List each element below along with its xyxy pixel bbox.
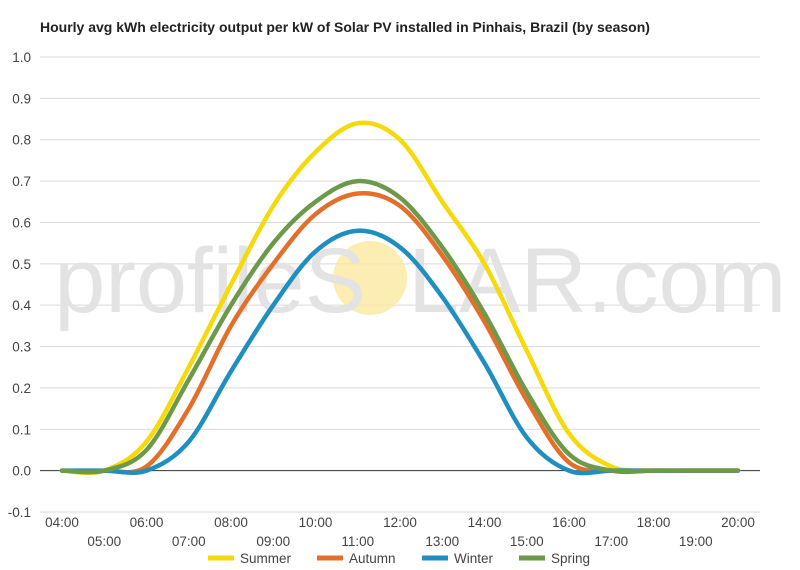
x-tick-label: 15:00 [510, 534, 544, 549]
legend-label-winter: Winter [454, 551, 494, 566]
x-tick-label: 10:00 [299, 515, 333, 530]
x-tick-label: 17:00 [594, 534, 628, 549]
watermark: profileS LAR.com [54, 230, 786, 332]
x-tick-label: 08:00 [214, 515, 248, 530]
x-tick-label: 05:00 [87, 534, 121, 549]
legend: Summer Autumn Winter Spring [208, 551, 590, 566]
y-tick-label: 0.4 [12, 298, 31, 313]
legend-label-spring: Spring [551, 551, 590, 566]
y-tick-label: 0.7 [12, 174, 31, 189]
legend-label-summer: Summer [240, 551, 292, 566]
watermark-text-right: LAR.com [408, 230, 786, 332]
y-tick-label: 0.1 [12, 422, 31, 437]
y-tick-label: 0.5 [12, 257, 31, 272]
y-tick-label: 1.0 [12, 50, 31, 65]
x-tick-label: 04:00 [45, 515, 79, 530]
series-line-spring [59, 178, 741, 475]
y-axis-tick-labels: -0.1 0.0 0.1 0.2 0.3 0.4 0.5 0.6 0.7 0.8 0.9 1.0 [8, 50, 32, 520]
x-tick-label: 16:00 [552, 515, 586, 530]
chart-title: Hourly avg kWh electricity output per kW… [40, 19, 650, 35]
x-axis-tick-labels: 04:00 05:00 06:00 07:00 08:00 09:00 10:00 11:00… [45, 515, 755, 549]
y-tick-label: 0.0 [12, 464, 31, 479]
x-tick-label: 09:00 [256, 534, 290, 549]
x-tick-label: 13:00 [425, 534, 459, 549]
watermark-text-left: profileS [54, 230, 366, 332]
y-tick-label: 0.2 [12, 381, 31, 396]
x-tick-label: 06:00 [130, 515, 164, 530]
y-tick-label: 0.3 [12, 340, 31, 355]
x-tick-label: 18:00 [637, 515, 671, 530]
x-tick-label: 19:00 [679, 534, 713, 549]
series-line-summer [59, 120, 741, 476]
x-tick-label: 07:00 [172, 534, 206, 549]
x-tick-label: 11:00 [341, 534, 374, 549]
legend-label-autumn: Autumn [349, 551, 396, 566]
y-tick-label: 0.8 [12, 133, 31, 148]
x-tick-label: 20:00 [721, 515, 755, 530]
x-tick-label: 12:00 [383, 515, 417, 530]
watermark-sun [333, 241, 407, 315]
y-tick-label: 0.6 [12, 215, 31, 230]
y-tick-label: -0.1 [8, 505, 31, 520]
y-tick-label: 0.9 [12, 91, 31, 106]
x-tick-label: 14:00 [468, 515, 502, 530]
series-lines [59, 120, 741, 476]
